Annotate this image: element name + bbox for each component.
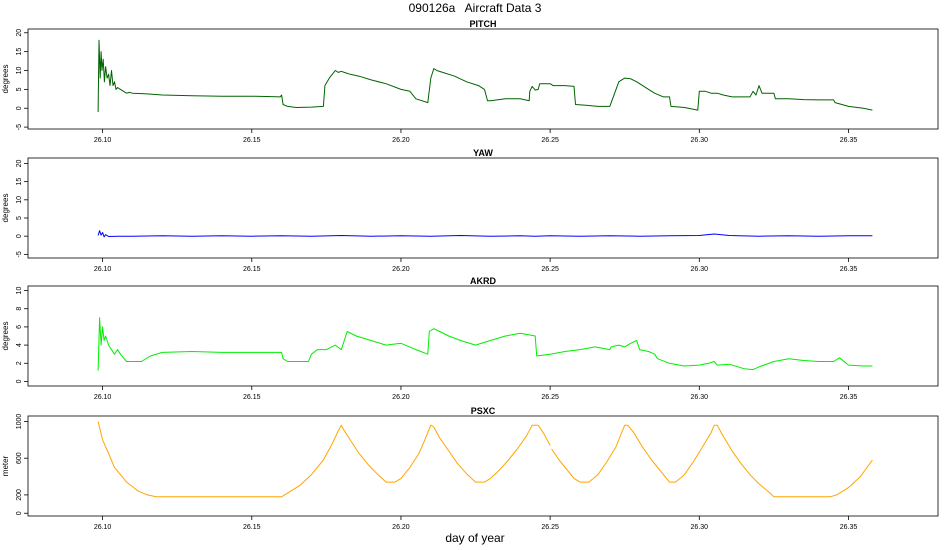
- akrd-series-line: [97, 317, 873, 371]
- psxc-series-line: [97, 421, 873, 498]
- x-tick-label: 26.10: [94, 137, 112, 144]
- y-tick-label: -5: [16, 124, 23, 130]
- y-tick-label: 5: [16, 216, 23, 220]
- y-tick-label: 1000: [16, 414, 23, 430]
- x-tick-label: 26.20: [392, 266, 410, 273]
- x-tick-label: 26.20: [392, 137, 410, 144]
- y-axis-label: degrees: [1, 322, 10, 351]
- y-tick-label: 4: [16, 343, 23, 347]
- x-tick-label: 26.35: [840, 266, 858, 273]
- x-tick-label: 26.30: [691, 266, 709, 273]
- x-tick-label: 26.20: [392, 524, 410, 531]
- x-tick-label: 26.30: [691, 394, 709, 401]
- panel-title: PSXC: [471, 406, 496, 416]
- pitch-series-line: [97, 39, 873, 113]
- y-tick-label: 200: [16, 489, 23, 501]
- panel-pitch: PITCH -5 0 5 10 15 20 degrees 26.10 26.15 26.20 26.…: [1, 19, 939, 144]
- panel-title: PITCH: [470, 19, 497, 29]
- y-axis-label: meter: [1, 455, 10, 476]
- panel-psxc: PSXC 0 200 600 1000 meter 26.10 26.15 26.20 26.25…: [1, 406, 939, 531]
- y-tick-label: 20: [16, 29, 23, 37]
- x-tick-label: 26.15: [243, 266, 261, 273]
- panel-akrd: AKRD 0 2 4 6 8 10 degrees 26.10 26.15 26.20 26.25 26…: [1, 276, 939, 401]
- x-tick-label: 26.25: [541, 524, 559, 531]
- panel-yaw: YAW -5 0 5 10 15 20 degrees 26.10 26.15 26.20 26.25…: [1, 148, 939, 273]
- x-tick-label: 26.10: [94, 394, 112, 401]
- x-tick-label: 26.25: [541, 266, 559, 273]
- x-tick-label: 26.15: [243, 524, 261, 531]
- x-tick-label: 26.10: [94, 524, 112, 531]
- y-tick-label: 20: [16, 159, 23, 167]
- y-tick-label: 0: [16, 234, 23, 238]
- plot-frame: [27, 157, 939, 259]
- plot-frame: [27, 415, 939, 517]
- y-tick-label: 8: [16, 307, 23, 311]
- x-tick-label: 26.25: [541, 394, 559, 401]
- y-tick-label: 10: [16, 67, 23, 75]
- y-tick-label: 6: [16, 325, 23, 329]
- panel-title: YAW: [473, 148, 493, 158]
- y-tick-label: 0: [16, 106, 23, 110]
- panel-title: AKRD: [470, 276, 496, 286]
- x-tick-label: 26.35: [840, 394, 858, 401]
- y-tick-label: 10: [16, 196, 23, 204]
- x-tick-label: 26.25: [541, 137, 559, 144]
- y-tick-label: -5: [16, 251, 23, 257]
- y-axis-label: degrees: [1, 65, 10, 94]
- y-tick-label: 5: [16, 87, 23, 91]
- y-axis-label: degrees: [1, 194, 10, 223]
- x-tick-label: 26.30: [691, 524, 709, 531]
- x-tick-label: 26.15: [243, 394, 261, 401]
- y-tick-label: 600: [16, 452, 23, 464]
- x-tick-label: 26.10: [94, 266, 112, 273]
- x-tick-label: 26.15: [243, 137, 261, 144]
- y-tick-label: 15: [16, 178, 23, 186]
- y-tick-label: 0: [16, 511, 23, 515]
- y-tick-label: 2: [16, 361, 23, 365]
- x-tick-label: 26.20: [392, 394, 410, 401]
- x-tick-label: 26.35: [840, 524, 858, 531]
- y-tick-label: 0: [16, 379, 23, 383]
- y-tick-label: 15: [16, 48, 23, 56]
- plot-frame: [27, 28, 939, 130]
- yaw-series-line: [97, 230, 873, 238]
- y-tick-label: 10: [16, 287, 23, 295]
- x-tick-label: 26.30: [691, 137, 709, 144]
- x-axis-label: day of year: [445, 531, 505, 545]
- page-title: 090126a Aircraft Data 3: [408, 1, 542, 15]
- plot-frame: [27, 285, 939, 387]
- x-tick-label: 26.35: [840, 137, 858, 144]
